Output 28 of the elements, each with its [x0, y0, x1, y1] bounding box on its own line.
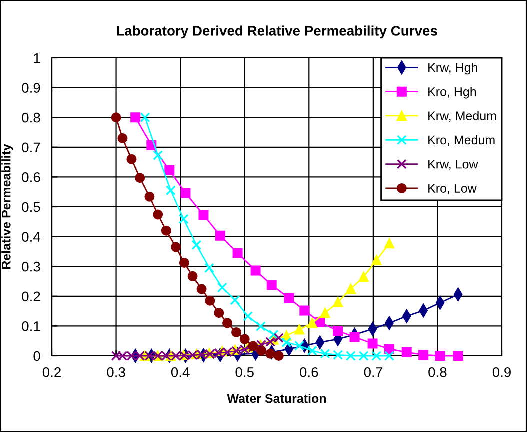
y-tick-label: 0.3 [22, 262, 40, 272]
x-tick-label: 0.4 [171, 367, 190, 378]
x-tick-label: 0.9 [492, 367, 511, 378]
y-tick-label: 1 [34, 53, 40, 64]
y-tick-label: 0.6 [22, 172, 40, 182]
y-tick-label: 0.8 [22, 112, 40, 123]
x-tick-label: 0.5 [236, 367, 254, 378]
y-tick-label: 0 [34, 351, 40, 362]
legend-label: Kro, Hgh [428, 87, 476, 99]
x-tick-label: 0.7 [364, 367, 382, 378]
y-tick-label: 0.4 [22, 232, 40, 242]
y-axis-title: Relative Permeability [2, 144, 14, 270]
x-axis-title: Water Saturation [227, 394, 326, 404]
legend-label: Kro, Medum [428, 135, 495, 146]
legend-label: Krw, Hgh [428, 63, 478, 75]
legend-label: Krw, Low [428, 160, 478, 170]
y-tick-label: 0.2 [22, 292, 40, 302]
chart-title: Laboratory Derived Relative Permeability Curves [116, 26, 438, 39]
x-tick-label: 0.8 [428, 367, 447, 378]
x-tick-label: 0.3 [107, 367, 126, 378]
legend-label: Kro, Low [428, 184, 477, 194]
y-tick-label: 0.7 [22, 142, 40, 153]
y-tick-label: 0.5 [22, 202, 40, 212]
y-tick-label: 0.1 [22, 322, 40, 332]
x-tick-label: 0.6 [300, 367, 318, 378]
x-tick-label: 0.2 [42, 367, 61, 378]
y-tick-label: 0.9 [22, 83, 40, 93]
legend-label: Krw, Medum [428, 111, 496, 122]
